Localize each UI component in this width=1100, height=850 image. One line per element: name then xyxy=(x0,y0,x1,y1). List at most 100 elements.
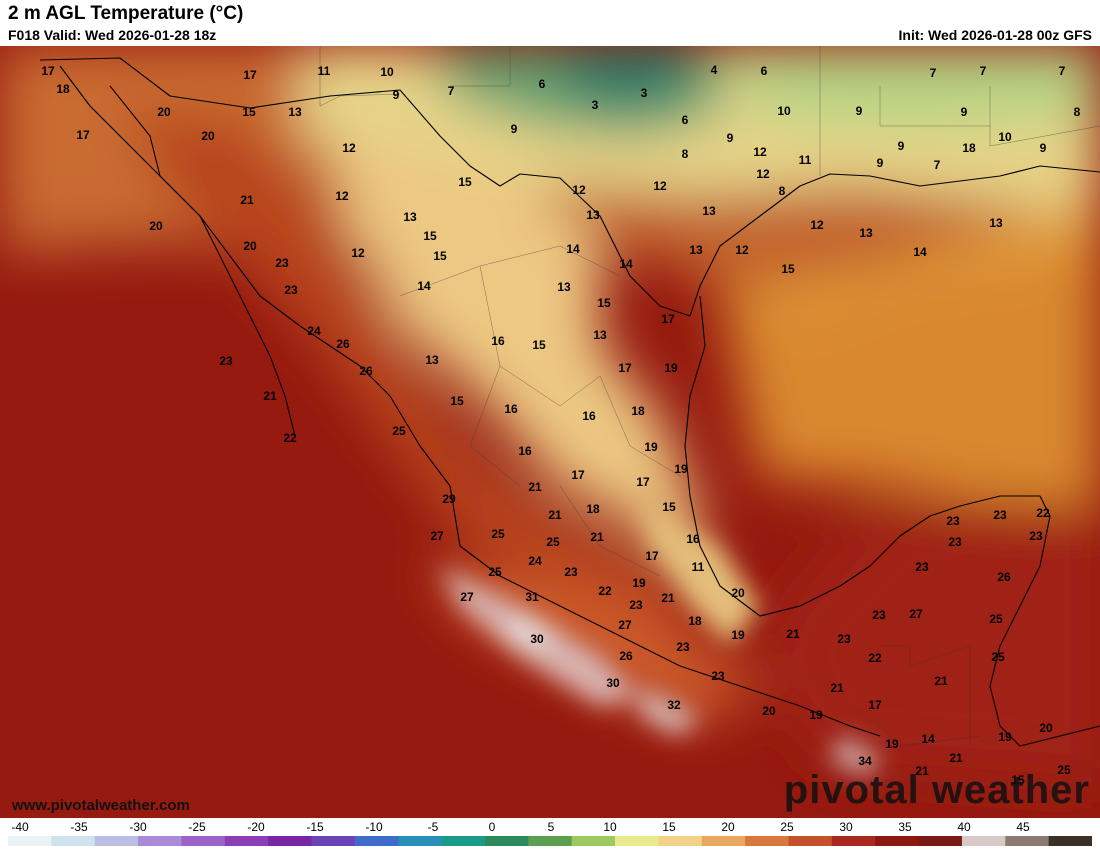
colorbar-tick-label: -35 xyxy=(70,820,88,834)
temperature-value: 26 xyxy=(997,570,1011,584)
temperature-value: 16 xyxy=(504,402,518,416)
temperature-value: 11 xyxy=(318,64,331,78)
coastlines xyxy=(39,57,1100,747)
brand-logo: pivotal weather xyxy=(783,768,1090,812)
temperature-value: 21 xyxy=(263,389,277,403)
temperature-value: 27 xyxy=(430,529,444,543)
map-title: 2 m AGL Temperature (°C) xyxy=(8,3,244,24)
temperature-value: 22 xyxy=(868,651,882,665)
temperature-value: 25 xyxy=(392,424,406,438)
temperature-value: 14 xyxy=(913,245,927,259)
colorbar-tick-label: 15 xyxy=(662,820,676,834)
temperature-value: 20 xyxy=(1039,721,1053,735)
temperature-value: 23 xyxy=(948,535,962,549)
temperature-value: 20 xyxy=(201,129,215,143)
temperature-value: 15 xyxy=(433,249,447,263)
temperature-value: 13 xyxy=(557,280,571,294)
temperature-value: 13 xyxy=(288,105,302,119)
temperature-value: 12 xyxy=(735,243,749,257)
valid-time-label: F018 Valid: Wed 2026-01-28 18z xyxy=(8,27,217,43)
temperature-value: 20 xyxy=(762,704,776,718)
temperature-value: 23 xyxy=(872,608,886,622)
temperature-value: 25 xyxy=(991,650,1005,664)
temperature-value: 13 xyxy=(586,208,600,222)
temperature-value: 9 xyxy=(961,105,968,119)
warm-highlights xyxy=(440,496,880,776)
temperature-value: 3 xyxy=(641,86,648,100)
temperature-value: 19 xyxy=(632,576,646,590)
temperature-value: 19 xyxy=(674,462,688,476)
temperature-value: 21 xyxy=(528,480,542,494)
temperature-value: 17 xyxy=(41,64,55,78)
temperature-value: 18 xyxy=(688,614,702,628)
temperature-value: 19 xyxy=(809,708,823,722)
colorbar-segment xyxy=(8,836,52,846)
colorbar-tick-label: -5 xyxy=(427,820,439,834)
temperature-value: 17 xyxy=(636,475,650,489)
temperature-value: 30 xyxy=(530,632,544,646)
temperature-value: 7 xyxy=(934,158,941,172)
temperature-value: 21 xyxy=(915,764,929,778)
temperature-value: 6 xyxy=(682,113,689,127)
colorbar-segment xyxy=(311,836,356,846)
temperature-value: 25 xyxy=(1057,763,1071,777)
temperature-value: 23 xyxy=(1029,529,1043,543)
temperature-value: 9 xyxy=(1040,141,1047,155)
pacific-coast xyxy=(109,85,881,737)
colorbar-tick-label: -20 xyxy=(247,820,265,834)
temperature-value: 23 xyxy=(837,632,851,646)
temperature-value: 6 xyxy=(761,64,768,78)
colorbar-segment xyxy=(918,836,963,846)
temperature-value: 25 xyxy=(488,565,502,579)
init-time-label: Init: Wed 2026-01-28 00z GFS xyxy=(898,27,1092,43)
temperature-value: 22 xyxy=(283,431,297,445)
temperature-value: 34 xyxy=(858,754,872,768)
temperature-value: 12 xyxy=(810,218,824,232)
temperature-value: 10 xyxy=(998,130,1012,144)
temperature-value: 12 xyxy=(572,183,586,197)
temperature-value: 10 xyxy=(777,104,791,118)
temperature-value: 25 xyxy=(989,612,1003,626)
temperature-value: 23 xyxy=(629,598,643,612)
temperature-value: 22 xyxy=(1036,506,1050,520)
temperature-value: 13 xyxy=(593,328,607,342)
colorbar-segment xyxy=(1005,836,1050,846)
colorbar-segment xyxy=(658,836,703,846)
temperature-value: 20 xyxy=(157,105,171,119)
temperature-value: 15 xyxy=(532,338,546,352)
temperature-value: 19 xyxy=(998,730,1012,744)
temperature-value: 22 xyxy=(598,584,612,598)
temperature-value: 24 xyxy=(528,554,542,568)
temperature-value: 15 xyxy=(450,394,464,408)
temperature-value: 31 xyxy=(525,590,539,604)
temperature-value: 12 xyxy=(653,179,667,193)
temperature-value: 17 xyxy=(645,549,659,563)
temperature-value: 13 xyxy=(702,204,716,218)
temperature-value: 30 xyxy=(606,676,620,690)
colorbar-tick-label: 10 xyxy=(603,820,617,834)
colorbar-segment xyxy=(224,836,269,846)
temperature-value: 19 xyxy=(885,737,899,751)
temperature-value: 21 xyxy=(949,751,963,765)
temperature-value: 9 xyxy=(727,131,734,145)
temperature-value: 3 xyxy=(592,98,599,112)
colorbar-tick-label: -10 xyxy=(365,820,383,834)
temperature-value: 4 xyxy=(711,63,718,77)
colorbar-tick-label: 40 xyxy=(957,820,971,834)
colorbar-segment xyxy=(701,836,746,846)
colorbar-segment xyxy=(354,836,399,846)
colorbar-segment xyxy=(788,836,833,846)
colorbar-segment xyxy=(961,836,1006,846)
temperature-value: 21 xyxy=(240,193,254,207)
temperature-field xyxy=(0,46,1100,786)
temperature-value: 23 xyxy=(946,514,960,528)
temperature-value: 14 xyxy=(417,279,431,293)
temperature-value: 15 xyxy=(781,262,795,276)
temperature-value: 19 xyxy=(664,361,678,375)
temperature-value: 26 xyxy=(359,364,373,378)
temperature-value: 12 xyxy=(351,246,365,260)
temperature-value: 24 xyxy=(307,324,321,338)
temperature-value: 15 xyxy=(1011,773,1025,787)
colorbar-segment xyxy=(875,836,920,846)
temperature-value: 27 xyxy=(460,590,474,604)
